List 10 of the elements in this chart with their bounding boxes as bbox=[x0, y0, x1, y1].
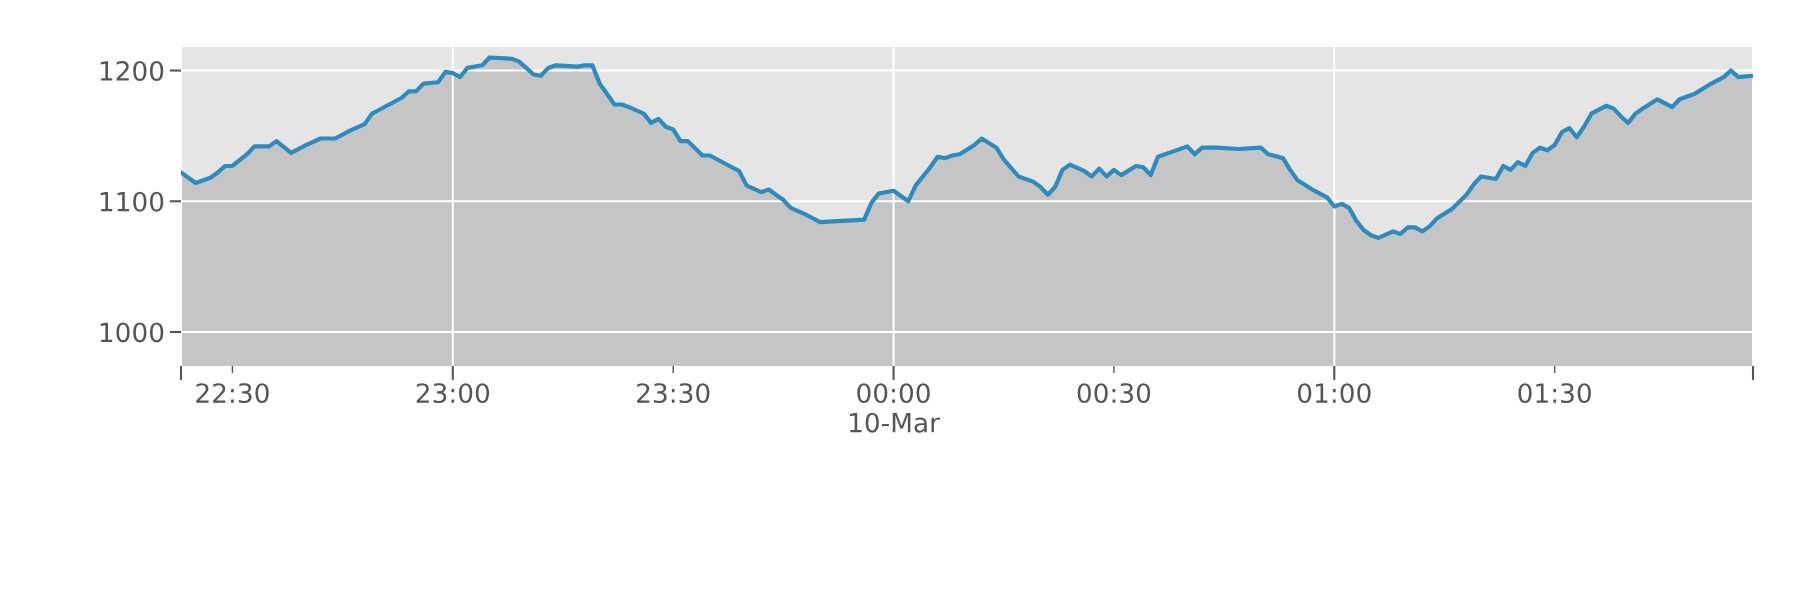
x-tick-label: 23:30 bbox=[637, 383, 710, 404]
x-tick-label: 01:00 bbox=[1298, 383, 1371, 404]
x-tick-label: 23:00 bbox=[416, 383, 490, 404]
y-tick-label: 1000 bbox=[100, 322, 164, 343]
y-tick-label: 1200 bbox=[100, 60, 164, 81]
x-tick-label: 00:00 10-Mar bbox=[850, 383, 940, 433]
x-tick-label: 22:30 bbox=[196, 383, 269, 404]
x-tick-label: 01:30 bbox=[1518, 383, 1591, 404]
x-tick-label: 00:30 bbox=[1077, 383, 1151, 404]
y-tick-label: 1100 bbox=[100, 191, 164, 212]
